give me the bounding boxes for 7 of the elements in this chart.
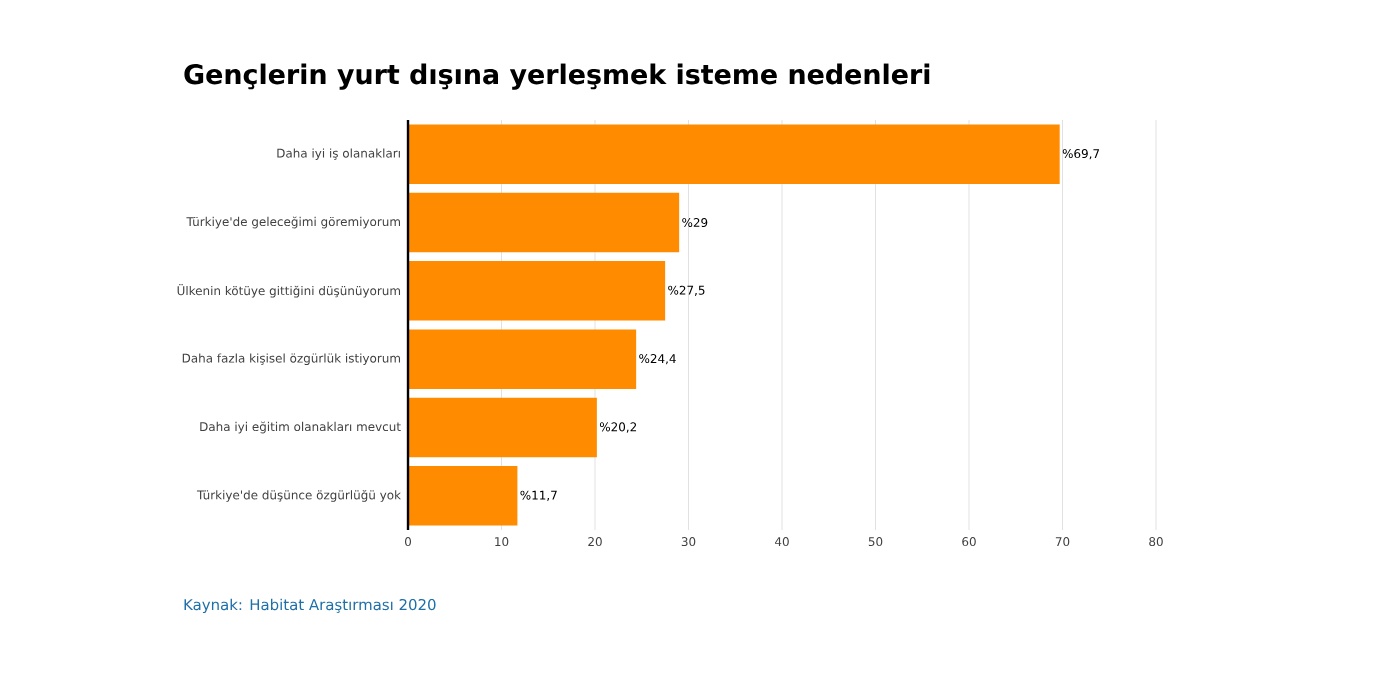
bar bbox=[408, 261, 666, 321]
bar bbox=[408, 466, 518, 526]
bar bbox=[408, 124, 1060, 184]
bar bbox=[408, 329, 637, 389]
chart-title: Gençlerin yurt dışına yerleşmek isteme nedenleri bbox=[184, 63, 930, 90]
bar bbox=[408, 397, 597, 458]
bar bbox=[408, 192, 680, 253]
